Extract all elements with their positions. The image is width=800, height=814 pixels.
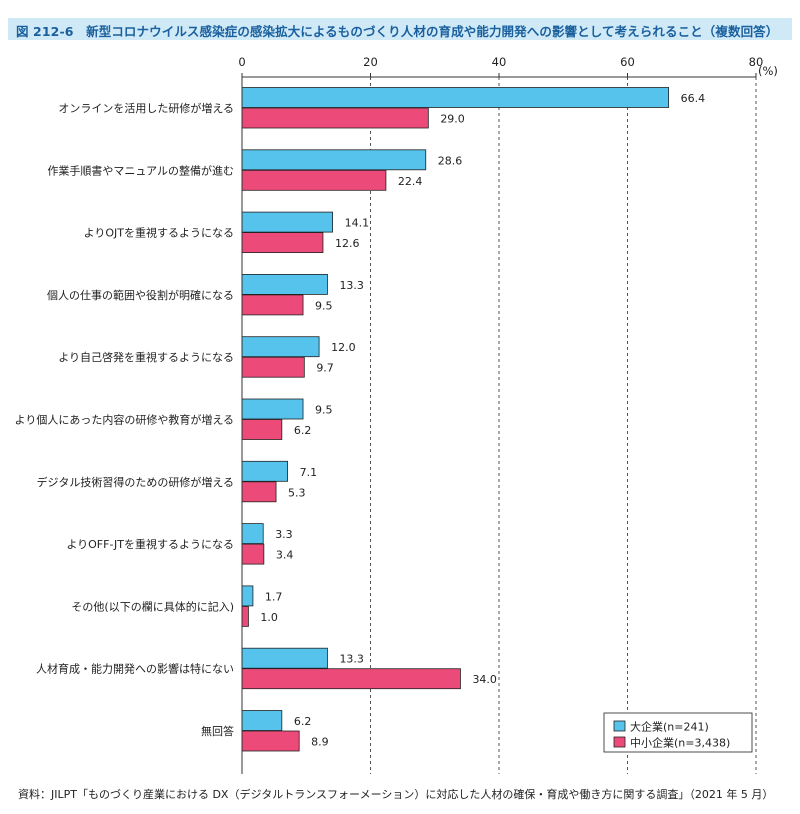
- bar-value-label: 3.4: [276, 549, 294, 562]
- title-bar: 図 212-6 新型コロナウイルス感染症の感染拡大によるものづくり人材の育成や能…: [8, 18, 792, 40]
- bar-value-label: 34.0: [472, 673, 497, 686]
- category-labels: オンラインを活用した研修が増える作業手順書やマニュアルの整備が進むよりOJTを重…: [15, 101, 234, 738]
- bar-value-label: 1.0: [260, 611, 278, 624]
- x-axis-ticks: 0 20 40 60 80(%): [238, 55, 778, 78]
- category-label: より個人にあった内容の研修や教育が増える: [15, 413, 234, 427]
- bar-value-label: 13.3: [339, 279, 364, 292]
- bar-value-label: 5.3: [288, 486, 306, 499]
- category-label: 無回答: [201, 724, 234, 738]
- bar-large-company: [241, 149, 427, 171]
- category-label: 作業手順書やマニュアルの整備が進む: [47, 163, 234, 177]
- category-label: その他(以下の欄に具体的に記入): [71, 599, 234, 613]
- bar-value-label: 12.6: [335, 237, 360, 250]
- bar-value-label: 29.0: [440, 113, 465, 126]
- x-tick-label: 80: [749, 55, 764, 69]
- chart-title: 図 212-6 新型コロナウイルス感染症の感染拡大によるものづくり人材の育成や能…: [16, 24, 779, 39]
- legend-swatch: [613, 736, 626, 748]
- bar-sme: [241, 294, 304, 316]
- bar-chart: 0 20 40 60 80(%) 66.4 29.0 28.6 22.4 14.1 12.6 13.…: [15, 55, 778, 774]
- bar-sme: [241, 419, 283, 440]
- bar-sme: [241, 730, 300, 752]
- bar-sme: [241, 169, 387, 191]
- grid-lines: [370, 77, 757, 774]
- bar-large-company: [241, 336, 320, 358]
- bar-sme: [241, 356, 305, 378]
- bar-sme: [241, 668, 461, 690]
- bar-value-label: 9.5: [315, 299, 333, 312]
- bar-value-label: 12.0: [331, 341, 356, 354]
- legend-label: 大企業(n=241): [630, 720, 709, 734]
- category-label: オンラインを活用した研修が増える: [58, 101, 234, 115]
- legend-label: 中小企業(n=3,438): [630, 736, 730, 750]
- bar-large-company: [241, 211, 333, 233]
- bar-large-company: [241, 523, 264, 544]
- bar-sme: [241, 107, 429, 129]
- category-label: よりOFF-JTを重視するようになる: [66, 537, 234, 551]
- bar-sme: [241, 232, 324, 254]
- bar-sme: [241, 543, 265, 565]
- category-label: よりOJTを重視するようになる: [84, 226, 234, 240]
- bar-sme: [241, 481, 277, 503]
- x-tick-label: 60: [620, 55, 635, 69]
- category-label: デジタル技術習得のための研修が増える: [37, 475, 234, 489]
- bar-value-label: 3.3: [275, 528, 293, 541]
- bar-value-label: 9.7: [316, 362, 334, 375]
- bars: 66.4 29.0 28.6 22.4 14.1 12.6 13.3 9.5 12.0 9.7 9.…: [241, 87, 706, 752]
- bar-sme: [241, 606, 249, 627]
- bar-large-company: [241, 398, 304, 420]
- bar-value-label: 6.2: [294, 715, 312, 728]
- category-label: 個人の仕事の範囲や役割が明確になる: [47, 288, 234, 302]
- bar-large-company: [241, 647, 328, 669]
- category-label: より自己啓発を重視するようになる: [58, 350, 234, 364]
- legend-swatch: [613, 720, 626, 732]
- bar-large-company: [241, 710, 283, 731]
- x-tick-label: 0: [238, 55, 245, 69]
- category-label: 人材育成・能力開発への影響は特にない: [36, 662, 234, 676]
- source-note: 資料：JILPT「ものづくり産業における DX（デジタルトランスフォーメーション…: [18, 788, 774, 801]
- bar-value-label: 14.1: [345, 217, 370, 230]
- bar-large-company: [241, 460, 289, 482]
- bar-value-label: 22.4: [398, 175, 423, 188]
- x-tick-label: 40: [492, 55, 507, 69]
- x-tick-label: 20: [363, 55, 378, 69]
- bar-large-company: [241, 585, 254, 607]
- bar-value-label: 7.1: [300, 466, 318, 479]
- bar-value-label: 28.6: [438, 154, 463, 167]
- bar-large-company: [241, 273, 328, 295]
- bar-value-label: 9.5: [315, 404, 333, 417]
- bar-value-label: 13.3: [339, 653, 364, 666]
- bar-value-label: 6.2: [294, 424, 312, 437]
- bar-value-label: 8.9: [311, 736, 329, 749]
- bar-large-company: [241, 87, 670, 108]
- bar-value-label: 1.7: [265, 590, 283, 603]
- bar-value-label: 66.4: [681, 92, 706, 105]
- legend-box: [603, 712, 753, 753]
- legend: 大企業(n=241) 中小企業(n=3,438): [603, 712, 753, 753]
- x-axis-unit: (%): [758, 64, 778, 78]
